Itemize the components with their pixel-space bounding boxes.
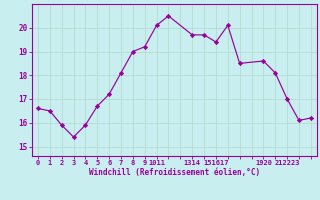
X-axis label: Windchill (Refroidissement éolien,°C): Windchill (Refroidissement éolien,°C): [89, 168, 260, 177]
